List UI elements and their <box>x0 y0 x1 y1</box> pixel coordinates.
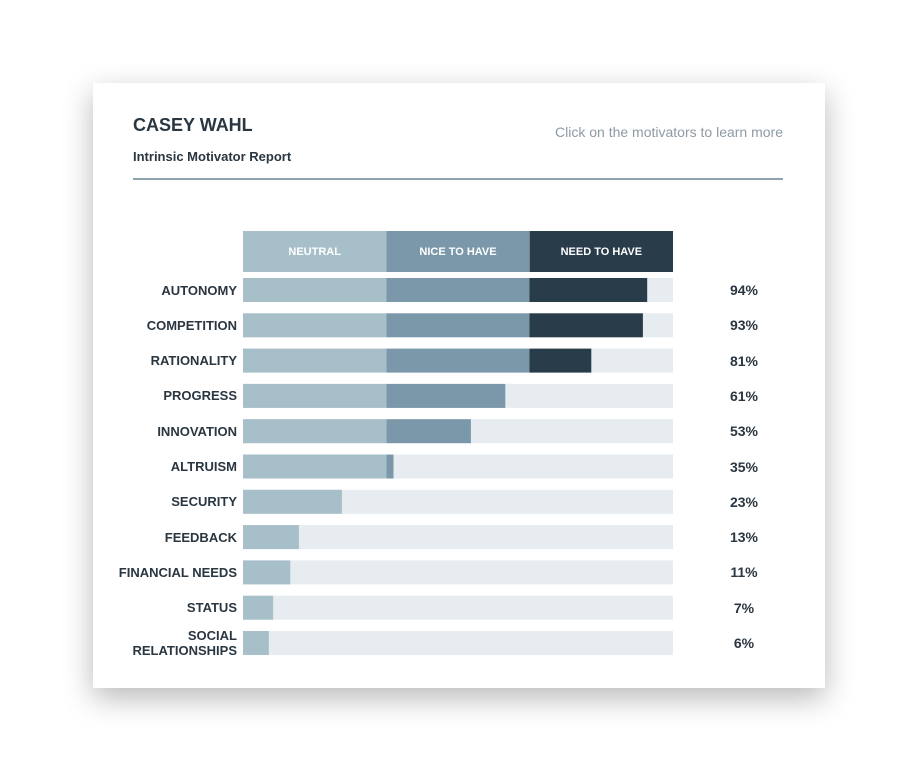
value-label: 93% <box>729 317 759 334</box>
motivator-label[interactable]: SOCIAL RELATIONSHIPS <box>132 628 238 658</box>
bar-track <box>243 560 673 585</box>
title: CASEY WAHL <box>133 115 253 135</box>
motivator-label[interactable]: ALTRUISM <box>170 459 237 474</box>
motivator-label[interactable]: FEEDBACK <box>164 529 237 545</box>
bar-track <box>243 595 673 620</box>
value-label: 94% <box>729 282 759 298</box>
value-label: 81% <box>729 352 759 369</box>
motivator-label[interactable]: FINANCIAL NEEDS <box>118 564 237 580</box>
value-label: 11% <box>730 564 758 581</box>
bar <box>243 595 274 620</box>
band-header <box>243 231 387 272</box>
motivator-label[interactable]: AUTONOMY <box>161 282 237 298</box>
bar-track <box>243 631 673 655</box>
motivator-label[interactable]: RATIONALITY <box>150 353 237 369</box>
bar <box>243 313 643 338</box>
bar <box>243 631 269 655</box>
band-header <box>386 231 530 272</box>
band-label: NEUTRAL <box>288 246 341 258</box>
band-header <box>529 231 673 272</box>
motivator-label[interactable]: INNOVATION <box>157 423 237 439</box>
motivator-label[interactable]: STATUS <box>186 600 237 616</box>
motivator-label[interactable]: COMPETITION <box>146 317 237 333</box>
divider <box>133 178 783 180</box>
bar <box>243 525 299 550</box>
motivator-label[interactable]: PROGRESS <box>163 388 237 404</box>
band-label: NEED TO HAVE <box>561 246 643 258</box>
value-label: 23% <box>729 493 759 510</box>
bar <box>243 489 342 514</box>
bar <box>243 419 471 444</box>
value-label: 13% <box>729 529 759 546</box>
value-label: 53% <box>729 423 759 440</box>
subtitle: Intrinsic Motivator Report <box>133 149 292 164</box>
bar <box>243 560 291 585</box>
bar <box>243 348 592 373</box>
bar <box>243 383 506 408</box>
value-label: 61% <box>729 387 759 404</box>
motivator-label[interactable]: SECURITY <box>171 494 237 510</box>
value-label: 35% <box>729 458 759 475</box>
value-label: 6% <box>733 635 755 651</box>
bar <box>243 454 394 479</box>
hint: Click on the motivators to learn more <box>555 124 783 140</box>
band-label: NICE TO HAVE <box>419 246 496 258</box>
bar <box>243 278 648 302</box>
bar-track <box>243 525 673 550</box>
value-label: 7% <box>733 599 755 616</box>
